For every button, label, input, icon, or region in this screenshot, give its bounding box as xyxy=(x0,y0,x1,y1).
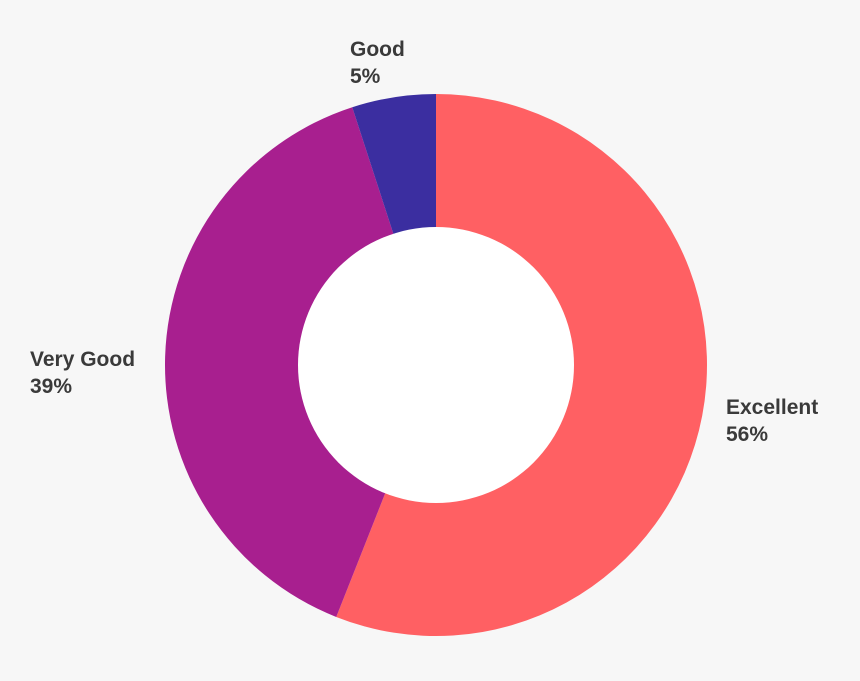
labels-layer: Excellent 56% Very Good 39% Good 5% xyxy=(30,38,818,446)
donut-hole xyxy=(298,227,574,503)
slice-label-good: Good 5% xyxy=(350,38,405,88)
slice-label-name: Very Good xyxy=(30,348,135,371)
slice-label-value: 5% xyxy=(350,65,381,88)
slice-label-value: 39% xyxy=(30,375,72,398)
slice-label-name: Excellent xyxy=(726,396,818,419)
slice-label-excellent: Excellent 56% xyxy=(726,396,818,446)
slice-label-very-good: Very Good 39% xyxy=(30,348,135,398)
slice-label-name: Good xyxy=(350,38,405,61)
slice-label-value: 56% xyxy=(726,423,768,446)
